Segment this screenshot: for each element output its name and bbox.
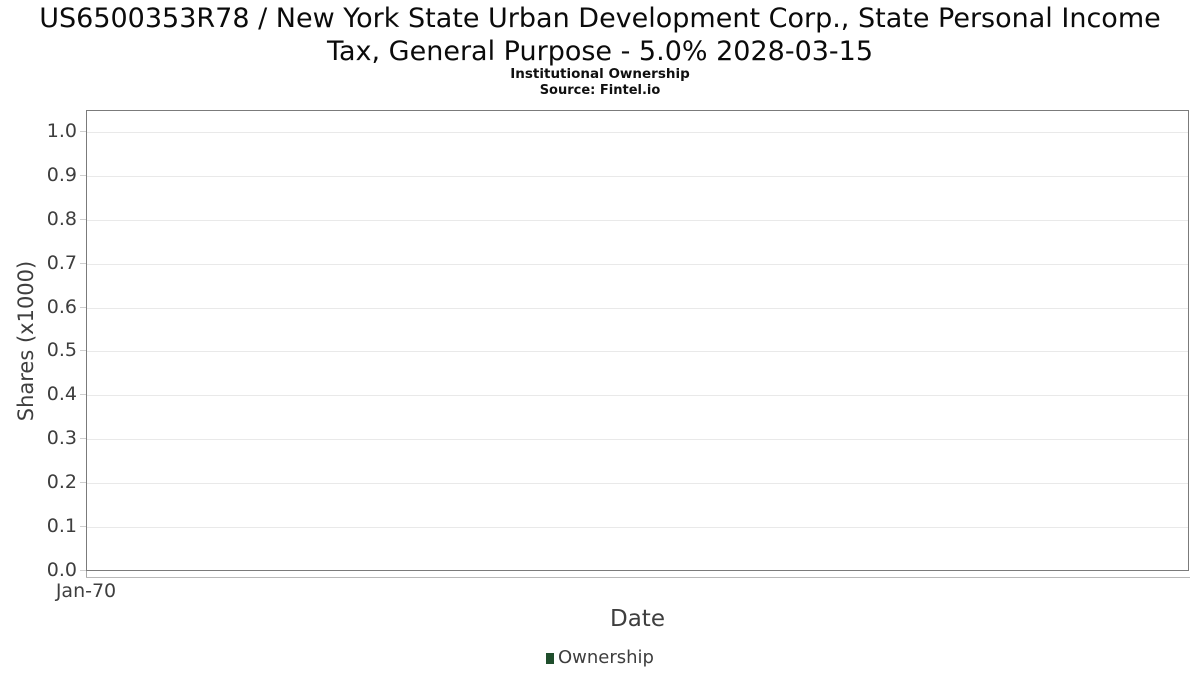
chart-title: US6500353R78 / New York State Urban Deve… [15, 2, 1185, 68]
y-tick-label: 0.6 [46, 295, 77, 318]
h-gridline [87, 131, 1188, 133]
y-tick-label: 0.3 [46, 427, 77, 450]
y-tick [80, 350, 86, 352]
y-tick [80, 306, 86, 308]
y-tick [80, 570, 86, 571]
y-tick [80, 394, 86, 396]
h-gridline [87, 219, 1188, 221]
y-tick-label: 0.1 [46, 515, 77, 538]
y-tick-label: 0.8 [46, 207, 77, 230]
y-tick-label: 0.5 [46, 339, 77, 362]
legend-label: Ownership [558, 647, 654, 668]
legend-item-ownership[interactable]: Ownership [546, 647, 654, 669]
h-gridline [87, 527, 1188, 529]
h-gridline [87, 439, 1188, 441]
x-axis-tick [86, 571, 87, 577]
h-gridline [87, 483, 1188, 485]
y-tick-label: 0.2 [46, 471, 77, 494]
y-tick [80, 218, 86, 220]
legend: Ownership [0, 647, 1200, 669]
plot-area [86, 110, 1189, 571]
y-tick-label: 0.7 [46, 251, 77, 274]
y-tick [80, 174, 86, 176]
h-gridline [87, 263, 1188, 265]
y-tick [80, 438, 86, 440]
chart-title-line2: Tax, General Purpose - 5.0% 2028-03-15 [326, 36, 874, 67]
x-axis-line [86, 577, 1190, 578]
h-gridline [87, 175, 1188, 177]
y-tick [80, 526, 86, 528]
chart-title-line1: US6500353R78 / New York State Urban Deve… [39, 3, 1161, 34]
h-gridline [87, 395, 1188, 397]
y-tick-label: 0.9 [46, 163, 77, 186]
chart-source: Source: Fintel.io [539, 83, 661, 98]
y-tick [80, 482, 86, 484]
h-gridline [87, 307, 1188, 309]
y-tick-label: 0.0 [46, 559, 77, 581]
x-axis-title: Date [610, 606, 665, 632]
y-tick-label: 0.4 [46, 383, 77, 406]
x-tick-label: Jan-70 [55, 580, 117, 602]
h-gridline [87, 351, 1188, 353]
legend-marker-square-icon [546, 653, 554, 664]
y-tick-label: 1.0 [46, 119, 77, 142]
y-tick [80, 130, 86, 132]
chart-subtitle: Institutional Ownership [510, 66, 690, 82]
y-tick [80, 262, 86, 264]
